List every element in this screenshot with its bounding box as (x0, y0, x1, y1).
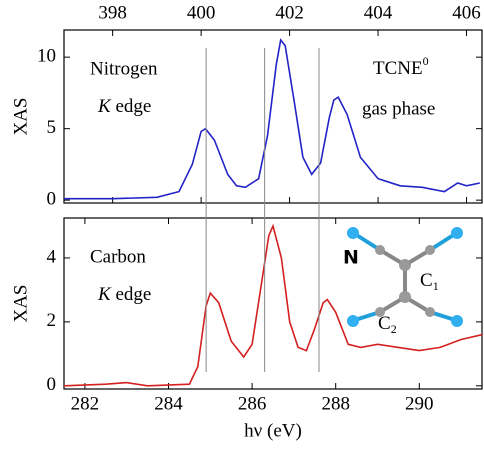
x-tick-label: 282 (71, 393, 100, 414)
annotation: Nitrogen (90, 58, 158, 79)
x-tick-label: 286 (238, 393, 267, 414)
x-tick-label: 406 (452, 2, 481, 23)
atom-subscript: 2 (391, 322, 397, 336)
x-axis-label: hν (eV) (244, 420, 302, 441)
annotation-text: edge (115, 96, 151, 117)
annotation: K edge (97, 284, 151, 305)
annotation: TCNE0 (373, 54, 429, 80)
y-tick-label: 5 (47, 117, 57, 138)
y-tick-label: 4 (47, 246, 57, 267)
annotation-italic: K (97, 96, 112, 117)
y-tick-label: 2 (47, 310, 57, 331)
y-axis-label: XAS (10, 284, 31, 322)
atom-label: C2 (378, 313, 397, 335)
annotation: gas phase (362, 98, 435, 119)
atom-label: C1 (420, 270, 439, 292)
atom-symbol: C (420, 270, 433, 291)
annotation: K edge (97, 96, 151, 117)
y-axis-label: XAS (10, 97, 31, 135)
chart: 0510398400402404406XASNitrogenK edge0242… (0, 0, 484, 449)
annotation-text: edge (115, 284, 151, 305)
atom-symbol: C (378, 313, 391, 334)
annotation-italic: K (97, 284, 112, 305)
x-tick-label: 284 (154, 393, 183, 414)
atom-subscript: 1 (433, 279, 439, 293)
y-tick-label: 0 (47, 374, 57, 395)
molecule-sup: 0 (423, 54, 429, 68)
x-tick-label: 404 (364, 2, 393, 23)
x-tick-label: 402 (275, 2, 304, 23)
y-tick-label: 10 (37, 46, 56, 67)
molecule-name: TCNE (373, 58, 423, 79)
x-tick-label: 398 (98, 2, 127, 23)
x-tick-label: 290 (405, 393, 434, 414)
annotation: Carbon (90, 246, 146, 267)
x-tick-label: 400 (187, 2, 216, 23)
x-tick-label: 288 (321, 393, 350, 414)
molecule-diagram (347, 227, 463, 327)
atom-label: N (343, 247, 359, 269)
y-tick-label: 0 (47, 188, 57, 209)
